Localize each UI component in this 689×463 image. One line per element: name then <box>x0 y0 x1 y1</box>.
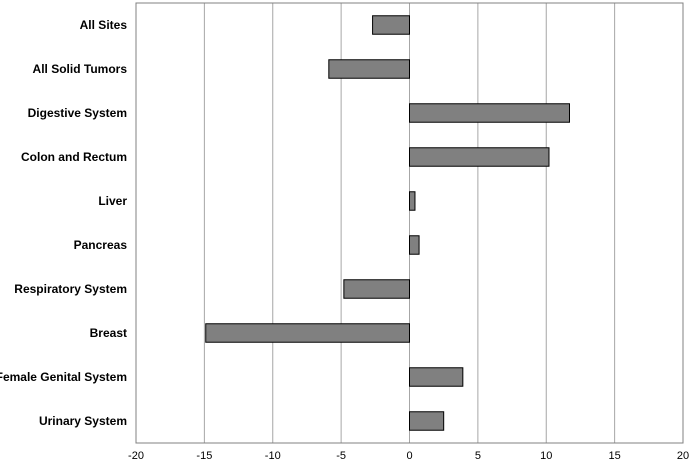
bar <box>328 59 411 79</box>
bar <box>409 367 464 387</box>
x-tick-label: -20 <box>128 450 144 462</box>
category-label: Urinary System <box>39 414 127 428</box>
bar <box>409 147 550 167</box>
x-tick-label: -5 <box>336 450 346 462</box>
x-tick-label: 10 <box>540 450 552 462</box>
x-tick-label: 15 <box>609 450 621 462</box>
category-label: Breast <box>90 326 127 340</box>
x-tick-label: 5 <box>475 450 481 462</box>
bars <box>205 15 570 431</box>
category-label: Respiratory System <box>14 282 127 296</box>
bar <box>343 279 410 299</box>
category-label: Pancreas <box>74 238 128 252</box>
x-tick-label: 0 <box>406 450 412 462</box>
bar <box>409 103 570 123</box>
category-label: Digestive System <box>28 106 127 120</box>
x-tick-label: 20 <box>677 450 689 462</box>
bar <box>409 235 420 255</box>
category-label: Liver <box>98 194 127 208</box>
category-label: All Solid Tumors <box>33 62 128 76</box>
bar <box>409 191 416 211</box>
category-label: Colon and Rectum <box>21 150 127 164</box>
category-label: Female Genital System <box>0 370 127 384</box>
bar <box>372 15 411 35</box>
x-tick-label: -10 <box>265 450 281 462</box>
x-tick-label: -15 <box>196 450 212 462</box>
category-label: All Sites <box>80 18 128 32</box>
plot-area-frame <box>135 2 684 444</box>
x-axis-tick-labels: -20 -15 -10 -5 0 5 10 15 20 <box>128 450 689 462</box>
bar <box>205 323 410 343</box>
bar <box>409 411 445 431</box>
category-labels: All Sites All Solid Tumors Digestive Syste… <box>0 18 127 428</box>
